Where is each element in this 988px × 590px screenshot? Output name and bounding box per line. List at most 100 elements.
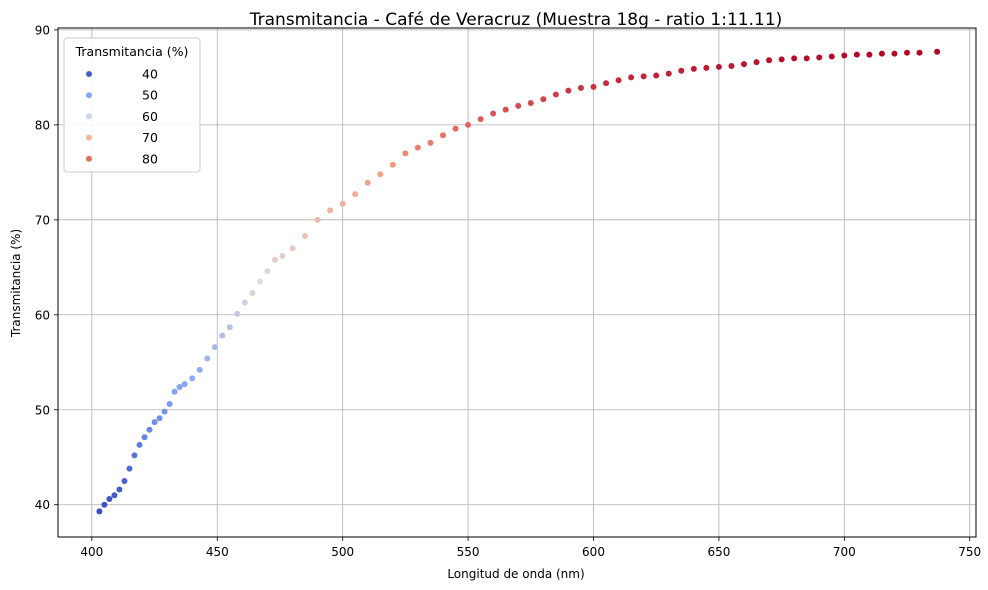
legend-label: 50 (142, 88, 158, 103)
data-point (364, 179, 371, 186)
data-point (402, 150, 409, 157)
data-point (234, 310, 241, 317)
data-point (477, 116, 484, 123)
data-point (181, 381, 188, 388)
legend-label: 70 (142, 130, 158, 145)
legend-frame (63, 37, 201, 173)
x-tick-label: 450 (206, 545, 229, 559)
data-point (791, 55, 798, 62)
data-point (904, 49, 911, 56)
legend-entries: 40 50 60 70 80 (86, 67, 158, 166)
data-point (264, 268, 271, 275)
data-point (256, 278, 263, 285)
legend-label: 60 (142, 109, 158, 124)
data-point (327, 207, 334, 214)
x-axis-title: Longitud de onda (nm) (447, 567, 584, 581)
data-point (715, 63, 722, 70)
data-point (211, 344, 218, 351)
data-point (590, 83, 597, 90)
data-point (106, 496, 113, 503)
legend: Transmitancia (%) 40 50 60 70 80 (63, 37, 201, 173)
data-point (389, 161, 396, 168)
data-point (189, 375, 196, 382)
y-tick-label: 50 (35, 403, 50, 417)
legend-marker (86, 71, 92, 77)
x-tick-label: 500 (331, 545, 354, 559)
legend-marker (86, 155, 92, 162)
data-point (866, 51, 873, 58)
data-point (640, 73, 647, 80)
data-point (279, 252, 286, 259)
data-point (302, 232, 309, 239)
data-point (703, 64, 710, 71)
data-point (136, 441, 143, 448)
grid (58, 28, 976, 537)
data-point (728, 62, 735, 69)
legend-marker (86, 113, 92, 120)
data-point (778, 56, 785, 63)
legend-label: 40 (142, 67, 158, 82)
data-point (816, 54, 823, 61)
data-point (156, 415, 163, 422)
data-point (828, 53, 835, 60)
data-point (339, 200, 346, 207)
data-point (141, 434, 148, 441)
data-point (678, 67, 685, 74)
data-point (271, 256, 278, 263)
y-tick-label: 90 (35, 23, 50, 37)
x-tick-label: 700 (833, 545, 856, 559)
data-points (96, 48, 941, 515)
legend-label: 80 (142, 151, 158, 166)
data-point (853, 51, 860, 58)
data-point (219, 332, 226, 339)
data-point (101, 501, 108, 508)
data-point (803, 55, 810, 62)
data-point (452, 125, 459, 132)
data-point (653, 72, 660, 79)
data-point (690, 65, 697, 72)
data-point (226, 324, 233, 331)
data-point (766, 57, 773, 64)
data-point (176, 383, 183, 390)
legend-title: Transmitancia (%) (75, 44, 189, 59)
data-point (414, 144, 421, 151)
y-tick-label: 80 (35, 118, 50, 132)
data-point (96, 508, 103, 515)
data-point (289, 245, 296, 252)
y-tick-label: 60 (35, 308, 50, 322)
data-point (116, 486, 123, 493)
data-point (502, 106, 509, 113)
data-point (934, 48, 941, 55)
data-point (628, 74, 635, 81)
data-point (527, 100, 534, 107)
y-tick-label: 70 (35, 213, 50, 227)
data-point (204, 355, 211, 362)
x-tick-label: 750 (958, 545, 981, 559)
data-point (603, 80, 610, 87)
data-point (314, 216, 321, 223)
data-point (891, 50, 898, 57)
data-point (565, 87, 572, 94)
data-point (131, 452, 138, 459)
data-point (111, 492, 118, 499)
x-tick-label: 400 (80, 545, 103, 559)
y-axis-title: Transmitancia (%) (9, 229, 23, 338)
x-tick-label: 650 (707, 545, 730, 559)
data-point (377, 171, 384, 178)
plot-area-frame (57, 27, 977, 538)
data-point (161, 408, 168, 415)
chart-title: Transmitancia - Café de Veracruz (Muestr… (249, 10, 783, 30)
data-point (249, 289, 256, 296)
data-point (427, 139, 434, 146)
legend-marker (86, 92, 92, 99)
data-point (146, 426, 153, 433)
data-point (440, 132, 447, 139)
axis-ticks: 400 450 500 550 600 650 700 750 40 50 60 70 80 90 (35, 23, 981, 559)
data-point (151, 419, 158, 426)
data-point (540, 96, 547, 103)
data-point (515, 102, 522, 109)
x-tick-label: 550 (457, 545, 480, 559)
data-point (740, 61, 747, 68)
data-point (490, 110, 497, 117)
